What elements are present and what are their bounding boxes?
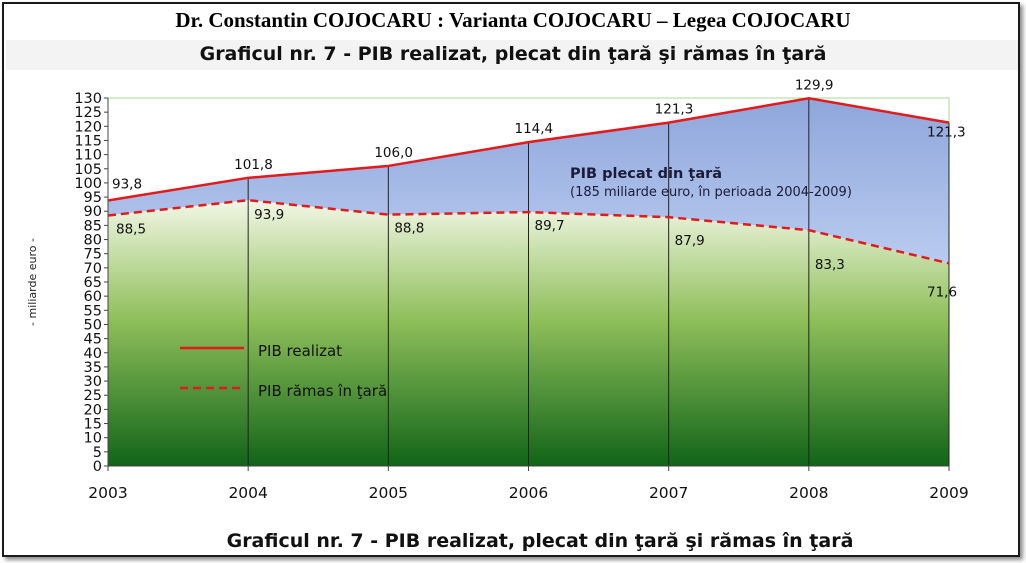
y-tick-label: 70 <box>84 261 102 277</box>
y-tick-label: 20 <box>84 402 102 418</box>
chart-title: Graficul nr. 7 - PIB realizat, plecat di… <box>199 43 827 65</box>
x-tick-label: 2009 <box>929 484 968 502</box>
y-axis-label: - miliarde euro - <box>26 238 39 326</box>
y-tick-label: 85 <box>84 218 102 234</box>
y-tick-label: 105 <box>74 162 102 178</box>
data-label-pib-ramas: 83,3 <box>815 257 845 273</box>
y-tick-label: 100 <box>74 176 102 192</box>
series-line-pib-ramas <box>107 198 950 265</box>
data-label-pib-ramas: 87,9 <box>675 233 705 249</box>
y-tick-label: 90 <box>84 204 102 220</box>
annotation-subtitle: (185 miliarde euro, în perioada 2004-200… <box>570 185 852 200</box>
y-tick-label: 25 <box>84 388 102 404</box>
y-tick-label: 80 <box>84 233 102 249</box>
annotation-title: PIB plecat din ţară <box>570 166 722 182</box>
data-label-pib-ramas: 93,9 <box>254 207 284 223</box>
x-tick-label: 2008 <box>789 484 828 502</box>
x-tick-label: 2003 <box>88 484 127 502</box>
y-tick-label: 125 <box>74 105 102 121</box>
data-label-pib-realizat: 106,0 <box>374 145 413 161</box>
title-strip <box>6 40 1018 70</box>
y-tick-label: 95 <box>84 190 102 206</box>
y-tick-label: 10 <box>84 431 102 447</box>
y-tick-label: 50 <box>84 317 102 333</box>
data-label-pib-realizat: 129,9 <box>795 77 834 93</box>
legend-label-pib-realizat: PIB realizat <box>258 342 342 360</box>
y-tick-label: 110 <box>74 148 102 164</box>
y-tick-label: 45 <box>84 332 102 348</box>
page-header-title: Dr. Constantin COJOCARU : Varianta COJOC… <box>175 8 851 32</box>
y-tick-label: 75 <box>84 247 102 263</box>
data-label-pib-realizat: 114,4 <box>515 121 554 137</box>
y-tick-label: 115 <box>74 133 102 149</box>
data-label-pib-ramas: 88,5 <box>116 221 146 237</box>
data-label-pib-ramas: 88,8 <box>394 221 424 237</box>
y-tick-label: 35 <box>84 360 102 376</box>
legend-label-pib-ramas: PIB rămas în ţară <box>258 382 387 400</box>
y-tick-label: 55 <box>84 303 102 319</box>
y-tick-label: 5 <box>93 445 102 461</box>
chart-caption: Graficul nr. 7 - PIB realizat, plecat di… <box>226 530 854 552</box>
x-tick-label: 2006 <box>509 484 548 502</box>
x-tick-label: 2005 <box>369 484 408 502</box>
y-tick-label: 130 <box>74 91 102 107</box>
x-tick-label: 2007 <box>649 484 688 502</box>
data-label-pib-realizat: 121,3 <box>655 102 694 118</box>
data-label-pib-realizat: 101,8 <box>234 157 273 173</box>
y-tick-label: 60 <box>84 289 102 305</box>
series-line-pib-realizat <box>107 97 950 202</box>
x-tick-label: 2004 <box>228 484 267 502</box>
data-label-pib-realizat: 93,8 <box>112 176 142 192</box>
y-tick-label: 15 <box>84 417 102 433</box>
data-label-pib-realizat: 121,3 <box>927 125 966 141</box>
y-tick-label: 65 <box>84 275 102 291</box>
y-tick-label: 0 <box>93 459 102 475</box>
data-label-pib-ramas: 89,7 <box>535 218 565 234</box>
y-tick-label: 30 <box>84 374 102 390</box>
y-tick-label: 120 <box>74 119 102 135</box>
y-tick-label: 40 <box>84 346 102 362</box>
data-label-pib-ramas: 71,6 <box>927 284 957 300</box>
